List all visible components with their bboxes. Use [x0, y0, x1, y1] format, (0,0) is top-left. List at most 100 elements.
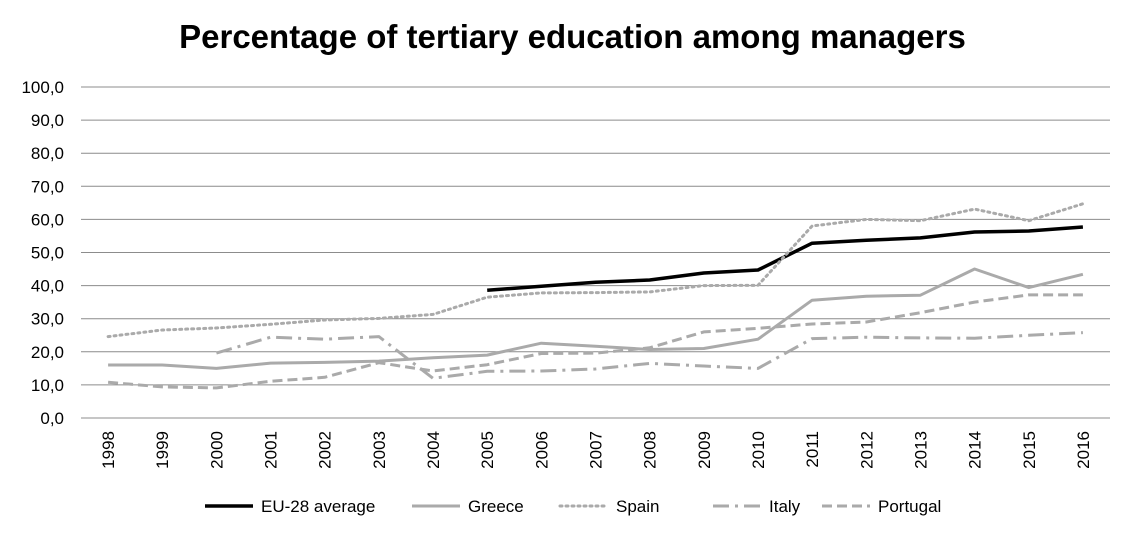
- data-point-greece: [269, 362, 272, 365]
- data-point-spain: [648, 290, 651, 293]
- data-point-spain: [594, 291, 597, 294]
- data-point-eu-28-average: [973, 230, 976, 233]
- data-point-greece: [486, 354, 489, 357]
- data-point-italy: [811, 337, 814, 340]
- data-point-italy: [215, 352, 218, 355]
- data-point-portugal: [540, 352, 543, 355]
- data-point-portugal: [432, 369, 435, 372]
- data-point-eu-28-average: [594, 281, 597, 284]
- x-tick-label: 2000: [207, 431, 226, 469]
- data-point-spain: [377, 317, 380, 320]
- series-line-greece: [108, 267, 1084, 370]
- data-point-portugal: [702, 330, 705, 333]
- data-point-spain: [756, 284, 759, 287]
- y-tick-label: 80,0: [31, 144, 64, 163]
- x-tick-label: 2002: [316, 431, 335, 469]
- data-point-spain: [1027, 219, 1030, 222]
- data-point-greece: [1081, 273, 1084, 276]
- data-point-greece: [161, 364, 164, 367]
- x-tick-label: 2006: [532, 431, 551, 469]
- data-point-spain: [1081, 202, 1084, 205]
- series-line-italy: [215, 331, 1083, 380]
- data-point-italy: [756, 367, 759, 370]
- data-point-greece: [107, 364, 110, 367]
- data-point-spain: [432, 313, 435, 316]
- x-tick-label: 2009: [695, 431, 714, 469]
- data-point-portugal: [594, 352, 597, 355]
- data-point-italy: [865, 336, 868, 339]
- x-tick-label: 2015: [1020, 431, 1039, 469]
- data-point-eu-28-average: [1027, 229, 1030, 232]
- y-tick-label: 70,0: [31, 177, 64, 196]
- data-point-spain: [486, 296, 489, 299]
- data-point-italy: [377, 335, 380, 338]
- data-point-portugal: [486, 363, 489, 366]
- data-point-spain: [323, 319, 326, 322]
- data-point-eu-28-average: [865, 239, 868, 242]
- data-point-italy: [540, 369, 543, 372]
- x-tick-label: 2007: [587, 431, 606, 469]
- data-point-portugal: [648, 346, 651, 349]
- y-tick-label: 0,0: [40, 409, 64, 428]
- data-point-greece: [432, 356, 435, 359]
- data-point-italy: [973, 337, 976, 340]
- x-tick-label: 2014: [966, 431, 985, 469]
- data-point-spain: [215, 326, 218, 329]
- data-point-italy: [594, 368, 597, 371]
- data-point-portugal: [377, 361, 380, 364]
- data-point-greece: [215, 367, 218, 370]
- x-tick-label: 2016: [1074, 431, 1093, 469]
- legend-label: Italy: [769, 497, 801, 516]
- data-point-italy: [919, 336, 922, 339]
- data-point-spain: [973, 208, 976, 211]
- data-point-spain: [107, 335, 110, 338]
- legend-label: EU-28 average: [261, 497, 375, 516]
- legend-label: Portugal: [878, 497, 941, 516]
- data-point-greece: [973, 268, 976, 271]
- series-line-spain: [106, 202, 1085, 339]
- y-tick-label: 100,0: [21, 78, 64, 97]
- data-point-portugal: [973, 301, 976, 304]
- data-point-eu-28-average: [486, 289, 489, 292]
- data-point-portugal: [865, 321, 868, 324]
- data-point-italy: [702, 365, 705, 368]
- data-point-italy: [1081, 331, 1084, 334]
- x-tick-label: 1999: [153, 431, 172, 469]
- data-point-spain: [540, 291, 543, 294]
- data-point-italy: [486, 370, 489, 373]
- data-point-italy: [648, 362, 651, 365]
- y-tick-label: 10,0: [31, 376, 64, 395]
- data-point-italy: [432, 377, 435, 380]
- data-point-eu-28-average: [702, 272, 705, 275]
- x-tick-label: 2013: [911, 431, 930, 469]
- data-point-portugal: [215, 386, 218, 389]
- data-point-spain: [919, 219, 922, 222]
- series-line-eu-28-average: [487, 225, 1084, 292]
- x-tick-label: 1998: [99, 431, 118, 469]
- data-point-spain: [811, 225, 814, 228]
- data-point-eu-28-average: [756, 269, 759, 272]
- x-tick-label: 2001: [262, 431, 281, 469]
- x-tick-label: 2003: [370, 431, 389, 469]
- x-tick-label: 2005: [478, 431, 497, 469]
- data-point-eu-28-average: [540, 285, 543, 288]
- data-point-greece: [323, 361, 326, 364]
- y-tick-label: 20,0: [31, 343, 64, 362]
- data-point-eu-28-average: [811, 242, 814, 245]
- data-point-portugal: [323, 376, 326, 379]
- data-point-italy: [1027, 334, 1030, 337]
- data-point-portugal: [107, 381, 110, 384]
- x-tick-label: 2012: [857, 431, 876, 469]
- data-point-portugal: [919, 311, 922, 314]
- data-point-portugal: [269, 380, 272, 383]
- y-tick-label: 60,0: [31, 210, 64, 229]
- data-point-portugal: [1081, 293, 1084, 296]
- data-point-spain: [161, 328, 164, 331]
- data-point-spain: [269, 323, 272, 326]
- data-point-greece: [594, 345, 597, 348]
- y-tick-label: 90,0: [31, 111, 64, 130]
- chart-title: Percentage of tertiary education among m…: [179, 18, 966, 55]
- data-point-spain: [865, 218, 868, 221]
- data-point-greece: [865, 295, 868, 298]
